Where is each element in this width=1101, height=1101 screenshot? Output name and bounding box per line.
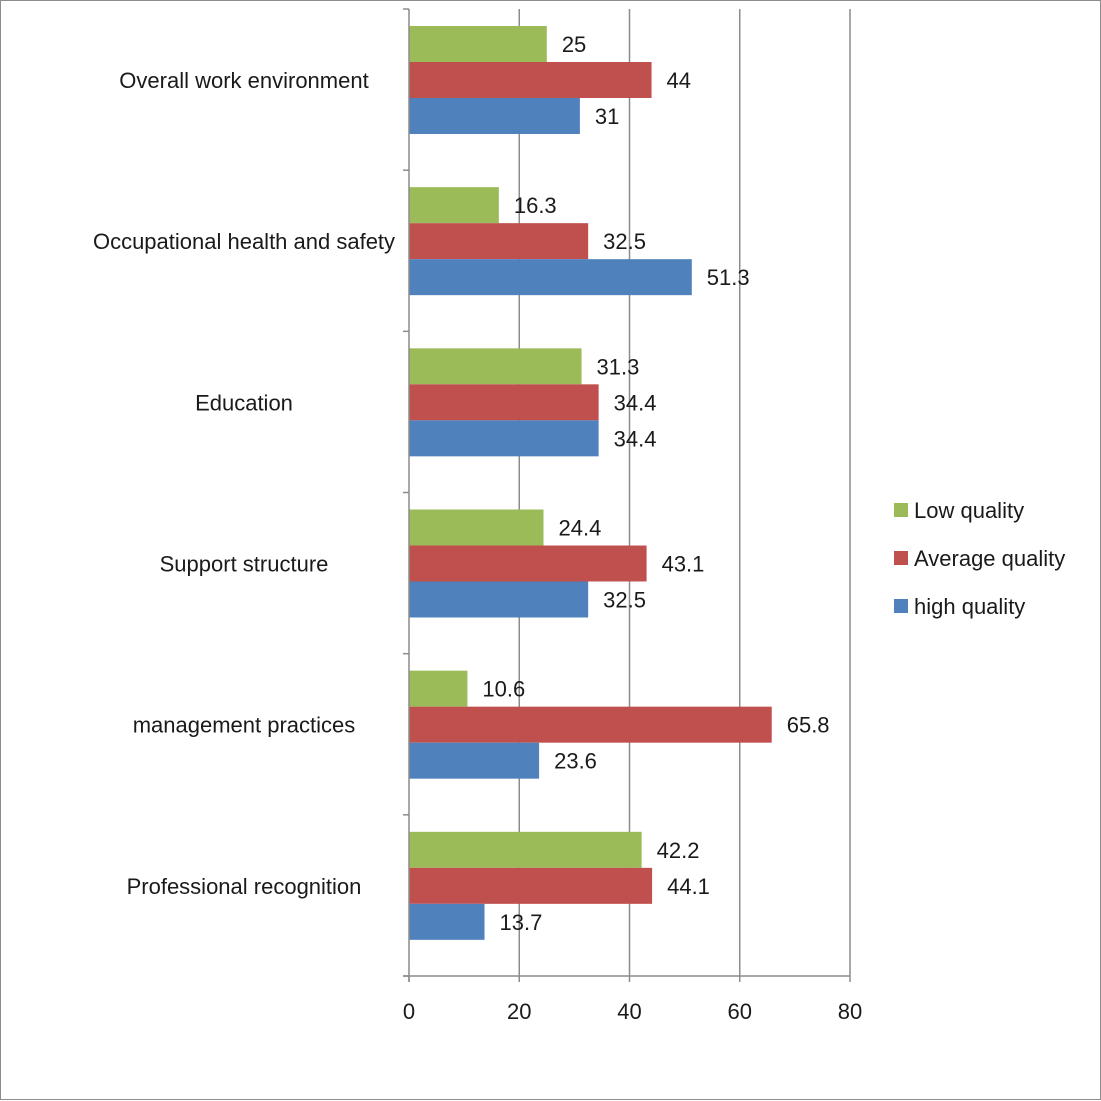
bar-2-3 [409, 384, 599, 421]
bar-2-6 [409, 867, 653, 904]
legend-label: Average quality [914, 546, 1065, 571]
data-label: 44.1 [667, 874, 710, 899]
bar-2-4 [409, 545, 647, 582]
legend-label: high quality [914, 594, 1025, 619]
legend-swatch-3 [894, 599, 908, 613]
category-label: Support structure [160, 552, 329, 577]
data-label: 16.3 [514, 193, 557, 218]
bar-1-2 [409, 187, 499, 224]
axes: 0 20 40 60 80 Overall work environment Occupat… [93, 8, 862, 1024]
data-label: 31.3 [597, 354, 640, 379]
data-label: 32.5 [603, 229, 646, 254]
data-label: 10.6 [482, 677, 525, 702]
x-tick-label: 0 [403, 999, 415, 1024]
bar-3-1 [409, 98, 580, 134]
category-label: Education [195, 390, 293, 415]
bar-2-5 [409, 706, 772, 743]
bar-3-3 [409, 420, 599, 457]
data-label: 34.4 [614, 390, 657, 415]
bar-1-4 [409, 509, 544, 546]
bar-3-6 [409, 903, 485, 940]
bar-1-5 [409, 670, 468, 707]
bar-3-5 [409, 742, 540, 779]
x-tick-label: 60 [728, 999, 752, 1024]
legend-label: Low quality [914, 498, 1024, 523]
data-label: 31 [595, 104, 619, 129]
data-label: 51.3 [707, 265, 750, 290]
bar-1-1 [409, 26, 547, 62]
data-labels: 25 16.3 31.3 24.4 10.6 42.2 44 32.5 34.4 43.1 65.8… [482, 32, 829, 935]
bar-1-6 [409, 831, 642, 868]
data-label: 65.8 [787, 713, 830, 738]
bar-1-3 [409, 348, 582, 385]
data-label: 25 [562, 32, 586, 57]
data-label: 32.5 [603, 588, 646, 613]
bars [409, 26, 772, 940]
data-label: 43.1 [662, 552, 705, 577]
x-tick-label: 80 [838, 999, 862, 1024]
bar-3-4 [409, 581, 589, 618]
data-label: 13.7 [500, 910, 543, 935]
data-label: 23.6 [554, 749, 597, 774]
bar-3-2 [409, 259, 692, 296]
legend: Low quality Average quality high quality [894, 498, 1065, 619]
legend-swatch-1 [894, 503, 908, 517]
x-tick-label: 40 [617, 999, 641, 1024]
bar-2-1 [409, 62, 652, 98]
data-label: 44 [667, 68, 691, 93]
data-label: 34.4 [614, 426, 657, 451]
data-label: 24.4 [559, 516, 602, 541]
category-label: Occupational health and safety [93, 229, 395, 254]
category-label: management practices [133, 713, 356, 738]
category-label: Professional recognition [127, 874, 362, 899]
data-label: 42.2 [657, 838, 700, 863]
grid-lines [518, 9, 851, 976]
x-tick-label: 20 [507, 999, 531, 1024]
category-label: Overall work environment [119, 68, 368, 93]
legend-swatch-2 [894, 551, 908, 565]
bar-2-2 [409, 223, 589, 260]
